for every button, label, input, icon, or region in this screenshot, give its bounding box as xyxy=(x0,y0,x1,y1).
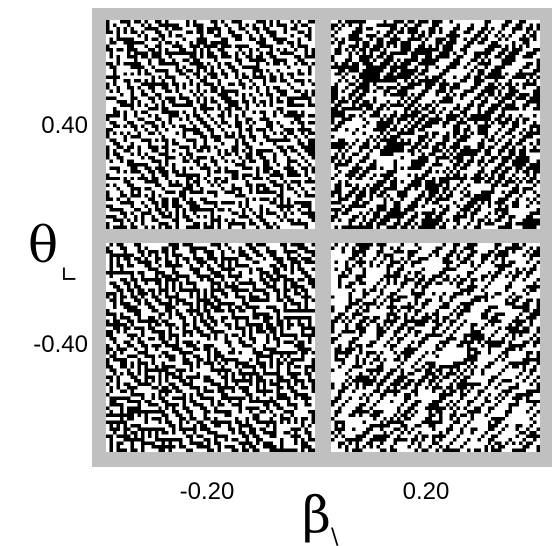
texture-pattern-2 xyxy=(331,20,540,229)
x-axis-symbol: β xyxy=(302,486,331,544)
texture-panels xyxy=(105,20,540,452)
x-tick-label-right: 0.20 xyxy=(403,478,450,505)
x-tick-label-left: -0.20 xyxy=(180,478,235,505)
y-axis-symbol: θ xyxy=(28,216,58,274)
y-tick-label-top: 0.40 xyxy=(41,112,88,139)
texture-pattern-3 xyxy=(105,243,315,452)
texture-pattern-1 xyxy=(106,20,315,229)
y-axis-subscript: ∟ xyxy=(60,263,78,288)
y-tick-label-bottom: -0.40 xyxy=(33,331,88,358)
x-axis-subscript: \ xyxy=(331,525,339,546)
texture-pattern-4 xyxy=(331,243,540,452)
